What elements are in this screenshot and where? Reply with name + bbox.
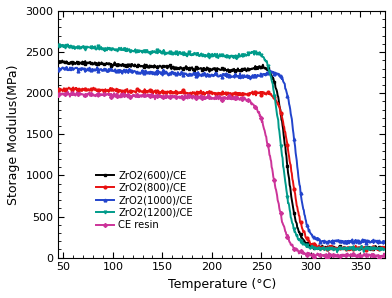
ZrO2(1200)/CE [58, 43, 62, 46]
CE resin [141, 95, 145, 98]
ZrO2(1000)/CE [56, 68, 61, 72]
Line: ZrO2(1200)/CE: ZrO2(1200)/CE [57, 43, 387, 254]
Line: ZrO2(600)/CE: ZrO2(600)/CE [57, 59, 387, 252]
ZrO2(600)/CE [383, 247, 387, 251]
ZrO2(600)/CE [56, 60, 61, 63]
Line: ZrO2(1000)/CE: ZrO2(1000)/CE [57, 66, 387, 245]
ZrO2(800)/CE [275, 101, 279, 104]
ZrO2(800)/CE [204, 90, 209, 94]
ZrO2(800)/CE [141, 90, 145, 93]
ZrO2(600)/CE [204, 66, 209, 69]
ZrO2(600)/CE [249, 67, 254, 71]
ZrO2(600)/CE [114, 62, 119, 66]
X-axis label: Temperature (°C): Temperature (°C) [168, 278, 276, 291]
CE resin [324, 256, 329, 260]
ZrO2(1000)/CE [114, 70, 119, 74]
ZrO2(1200)/CE [141, 49, 145, 52]
CE resin [249, 103, 254, 106]
ZrO2(600)/CE [303, 240, 307, 244]
ZrO2(600)/CE [275, 90, 279, 94]
CE resin [114, 92, 119, 95]
CE resin [303, 252, 307, 256]
CE resin [56, 93, 61, 97]
ZrO2(1200)/CE [335, 250, 339, 254]
ZrO2(1200)/CE [114, 48, 119, 52]
ZrO2(800)/CE [303, 232, 307, 235]
Line: CE resin: CE resin [57, 90, 387, 260]
ZrO2(800)/CE [249, 91, 254, 94]
ZrO2(600)/CE [60, 59, 65, 62]
Line: ZrO2(800)/CE: ZrO2(800)/CE [57, 86, 387, 252]
ZrO2(800)/CE [383, 246, 387, 249]
ZrO2(1200)/CE [275, 114, 279, 117]
ZrO2(1000)/CE [303, 214, 307, 218]
CE resin [275, 194, 279, 197]
ZrO2(800)/CE [114, 87, 119, 91]
ZrO2(1200)/CE [249, 50, 254, 54]
ZrO2(800)/CE [347, 249, 351, 252]
ZrO2(1200)/CE [204, 54, 209, 58]
ZrO2(1200)/CE [303, 243, 307, 246]
ZrO2(1000)/CE [141, 72, 145, 75]
ZrO2(1000)/CE [64, 65, 69, 69]
Y-axis label: Storage Modulus(MPa): Storage Modulus(MPa) [7, 64, 20, 204]
ZrO2(1200)/CE [56, 44, 61, 47]
ZrO2(1000)/CE [345, 242, 349, 246]
ZrO2(600)/CE [141, 64, 145, 68]
Legend: ZrO2(600)/CE, ZrO2(800)/CE, ZrO2(1000)/CE, ZrO2(1200)/CE, CE resin: ZrO2(600)/CE, ZrO2(800)/CE, ZrO2(1000)/C… [96, 170, 193, 230]
ZrO2(1000)/CE [383, 241, 387, 244]
ZrO2(1000)/CE [275, 72, 279, 75]
ZrO2(800)/CE [56, 89, 61, 92]
ZrO2(1000)/CE [204, 74, 209, 78]
ZrO2(1000)/CE [249, 76, 254, 80]
ZrO2(800)/CE [71, 86, 76, 89]
CE resin [65, 90, 70, 94]
CE resin [204, 95, 209, 99]
ZrO2(600)/CE [326, 249, 331, 252]
CE resin [383, 255, 387, 259]
ZrO2(1200)/CE [383, 248, 387, 251]
